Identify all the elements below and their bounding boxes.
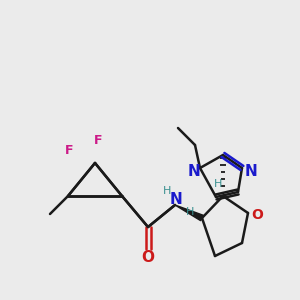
Polygon shape [175,205,203,221]
Text: O: O [142,250,154,265]
Text: H: H [186,207,194,217]
Text: H: H [214,179,222,189]
Text: N: N [169,193,182,208]
Text: H: H [163,186,171,196]
Text: N: N [188,164,200,178]
Text: N: N [244,164,257,178]
Text: F: F [94,134,102,148]
Text: O: O [251,208,263,222]
Text: F: F [65,145,73,158]
